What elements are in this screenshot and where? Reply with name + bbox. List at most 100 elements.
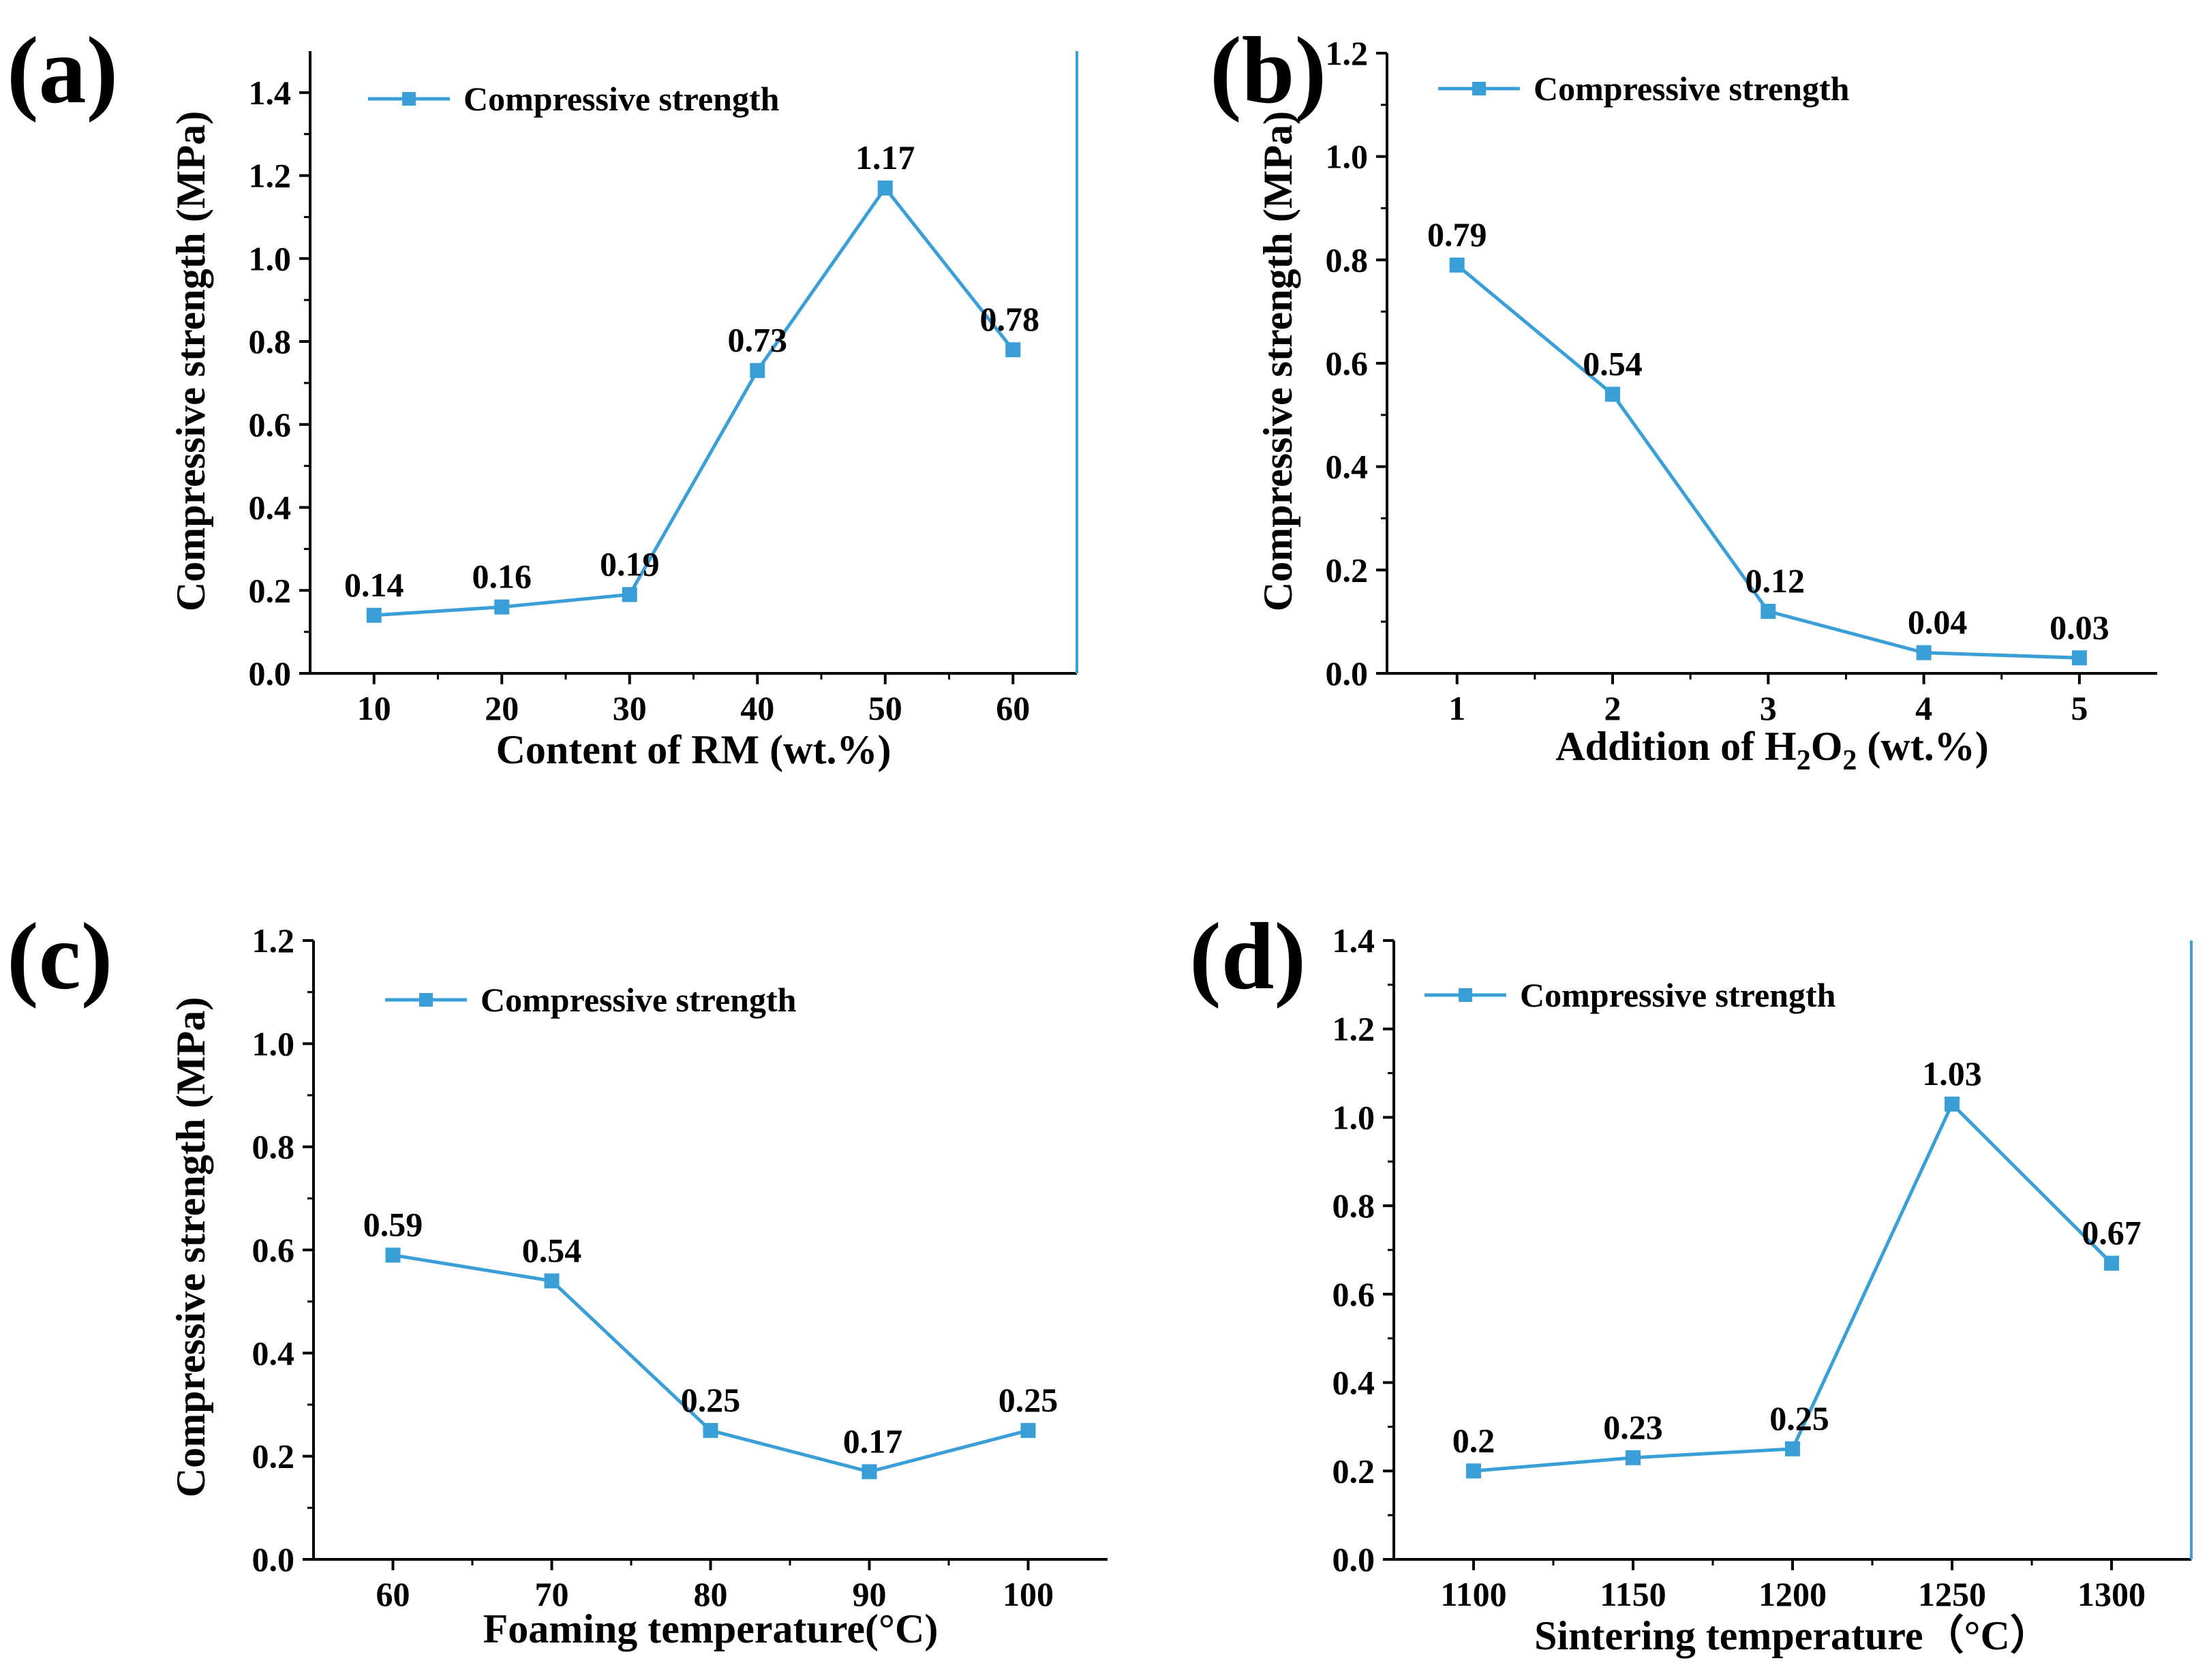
panel-letter: (d)	[1189, 904, 1306, 1009]
data-point	[494, 599, 510, 615]
data-point	[1005, 342, 1021, 358]
panel-letter: (c)	[7, 904, 112, 1009]
y-tick-label: 0.0	[252, 1540, 295, 1578]
legend-marker	[419, 993, 433, 1007]
y-tick-label: 1.2	[249, 157, 292, 195]
data-label: 0.23	[1603, 1408, 1663, 1446]
chart-panel-4: (d) 0.0 0.2 0.4 0.6 0.8 1.0 1.2 1.4 1100 1150 1200 1…	[1189, 904, 2193, 1658]
x-tick-label: 100	[1003, 1575, 1054, 1613]
x-tick-label: 4	[1915, 689, 1932, 727]
x-tick-label: 1150	[1600, 1575, 1666, 1613]
x-tick-label: 60	[996, 689, 1030, 727]
data-label: 0.19	[600, 545, 660, 583]
y-tick-label: 0.8	[252, 1128, 295, 1166]
data-point	[1945, 1096, 1960, 1112]
data-label: 0.04	[1908, 603, 1968, 641]
x-axis-title-subscript: 2	[1842, 745, 1857, 776]
x-axis-title-subscript: 2	[1797, 745, 1811, 776]
data-point	[750, 363, 765, 378]
data-label: 0.59	[363, 1206, 423, 1244]
y-tick-label: 0.2	[1332, 1452, 1375, 1490]
y-tick-label: 0.0	[249, 654, 292, 692]
data-point	[1785, 1441, 1800, 1456]
data-point	[1020, 1422, 1036, 1438]
chart-panel-3: (c) 0.0 0.2 0.4 0.6 0.8 1.0 1.2 60 70 80 90 100 Compr…	[7, 904, 1108, 1651]
x-tick-label: 10	[357, 689, 391, 727]
x-axis-title-part: (wt.%)	[1857, 724, 1988, 769]
x-tick-label: 1100	[1440, 1575, 1506, 1613]
data-label: 0.2	[1452, 1421, 1495, 1459]
data-point	[2071, 650, 2087, 666]
data-point	[1916, 645, 1932, 660]
x-axis-title: Content of RM (wt.%)	[496, 727, 892, 772]
y-tick-label: 1.2	[1332, 1010, 1375, 1048]
y-tick-label: 0.2	[1326, 551, 1369, 589]
data-label: 0.03	[2050, 608, 2109, 646]
y-tick-label: 0.4	[249, 489, 292, 527]
x-axis-title: Addition of H2O2 (wt.%)	[1555, 724, 1988, 776]
y-tick-label: 0.6	[249, 406, 292, 444]
x-tick-label: 1200	[1758, 1575, 1827, 1613]
x-tick-label: 40	[740, 689, 774, 727]
data-point	[1626, 1450, 1641, 1465]
legend-marker	[1472, 82, 1486, 95]
data-point	[862, 1464, 877, 1480]
data-label: 0.54	[1583, 345, 1643, 383]
data-label: 0.79	[1427, 215, 1487, 254]
x-tick-label: 30	[613, 689, 647, 727]
y-tick-label: 0.4	[252, 1334, 295, 1372]
x-tick-label: 1	[1448, 689, 1465, 727]
x-tick-label: 70	[535, 1575, 569, 1613]
data-label: 0.25	[681, 1381, 741, 1419]
chart-panel-1: (a) 0.0 0.2 0.4 0.6 0.8 1.0 1.2 1.4 10 20 30 40 50 60 C…	[7, 18, 1078, 772]
y-tick-label: 1.0	[249, 239, 292, 277]
legend-label: Compressive strength	[481, 981, 797, 1019]
y-tick-label: 0.0	[1326, 654, 1369, 692]
data-label: 1.17	[855, 138, 915, 177]
x-tick-label: 2	[1604, 689, 1621, 727]
y-tick-label: 0.8	[249, 322, 292, 361]
data-point	[1466, 1463, 1481, 1479]
y-tick-label: 0.0	[1332, 1540, 1375, 1578]
data-point	[366, 607, 382, 623]
y-tick-label: 0.4	[1326, 448, 1369, 486]
data-point	[1761, 604, 1776, 619]
x-tick-label: 80	[694, 1575, 728, 1613]
y-tick-label: 1.0	[1326, 138, 1369, 176]
legend-label: Compressive strength	[463, 80, 780, 118]
data-point	[544, 1273, 560, 1289]
data-point	[622, 587, 637, 602]
data-label: 0.54	[522, 1231, 582, 1269]
data-point	[1449, 257, 1465, 273]
data-label: 0.25	[999, 1381, 1058, 1419]
data-label: 0.12	[1746, 562, 1806, 600]
legend-label: Compressive strength	[1534, 70, 1850, 108]
legend-marker	[402, 92, 416, 106]
y-tick-label: 1.2	[252, 921, 295, 960]
data-label: 0.73	[728, 321, 788, 359]
chart-panel-2: (b)0.00.20.40.60.81.01.21 2 3 4 5Compressive…	[1210, 18, 2157, 776]
x-axis-title: Sintering temperature（°C）	[1534, 1613, 2051, 1658]
legend-label: Compressive strength	[1520, 976, 1836, 1014]
x-tick-label: 5	[2071, 689, 2088, 727]
x-tick-label: 50	[868, 689, 902, 727]
series-line	[393, 1253, 1029, 1473]
legend-marker	[1459, 988, 1472, 1002]
data-label: 0.17	[843, 1422, 903, 1460]
y-tick-label: 1.2	[1326, 34, 1369, 72]
data-label: 1.03	[1922, 1054, 1982, 1093]
y-tick-label: 1.0	[252, 1024, 295, 1063]
y-tick-label: 0.8	[1332, 1187, 1375, 1225]
data-label: 0.16	[472, 558, 532, 596]
x-tick-label: 1250	[1918, 1575, 1986, 1613]
series-line	[374, 185, 1015, 617]
data-point	[1605, 386, 1621, 402]
data-label: 0.67	[2082, 1213, 2142, 1251]
x-axis-title: Foaming temperature(°C)	[483, 1606, 939, 1651]
data-point	[703, 1422, 718, 1438]
y-tick-label: 0.6	[252, 1231, 295, 1269]
x-tick-label: 1300	[2077, 1575, 2146, 1613]
x-tick-label: 3	[1760, 689, 1777, 727]
y-axis-title: Compressive strength (MPa)	[168, 997, 213, 1497]
